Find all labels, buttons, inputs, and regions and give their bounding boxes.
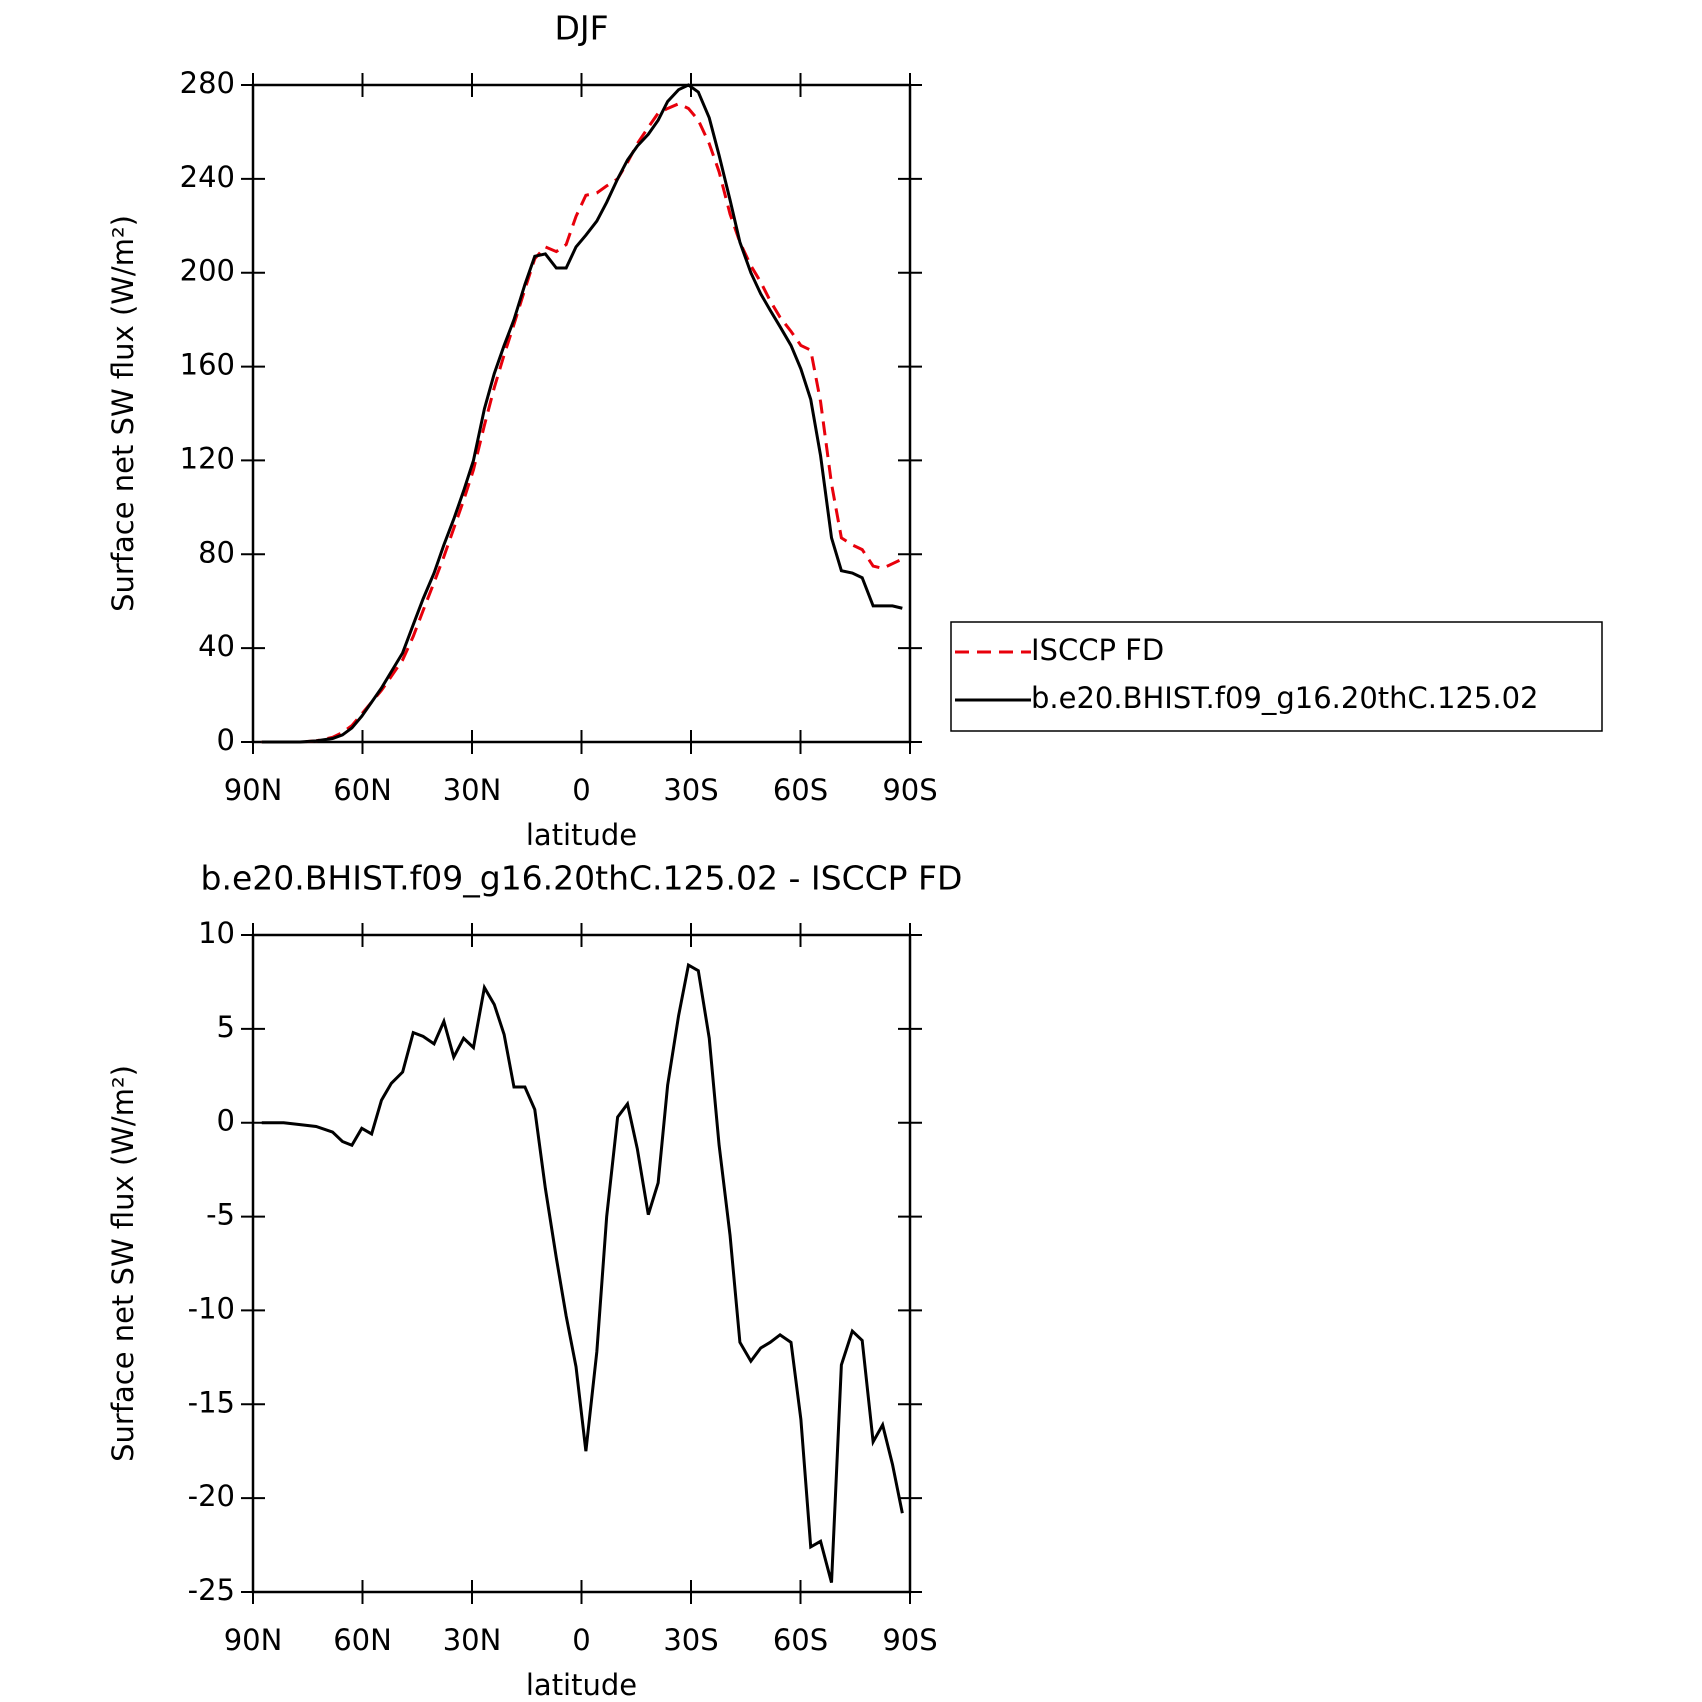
x-tick-label: 0	[572, 1623, 590, 1657]
x-tick-label: 60S	[773, 1623, 828, 1657]
x-tick-label: 90S	[882, 773, 937, 807]
x-tick-label: 90N	[224, 1623, 283, 1657]
x-tick-label: 60N	[333, 1623, 392, 1657]
data-line	[261, 102, 903, 744]
x-tick-label: 30S	[663, 1623, 718, 1657]
chart-title: b.e20.BHIST.f09_g16.20thC.125.02 - ISCCP…	[201, 859, 963, 898]
x-tick-label: 30N	[443, 1623, 502, 1657]
y-tick-label: 0	[217, 1104, 235, 1138]
chart-panel: DJF latitude Surface net SW flux (W/m²) 0 40…	[106, 9, 1603, 852]
y-tick-label: 200	[180, 254, 235, 288]
plot-frame	[251, 83, 912, 744]
x-axis-label: latitude	[526, 1668, 637, 1702]
y-axis-label: Surface net SW flux (W/m²)	[106, 215, 140, 612]
legend-box	[950, 621, 1603, 732]
legend-label: b.e20.BHIST.f09_g16.20thC.125.02	[1031, 681, 1538, 715]
y-tick-label: -20	[188, 1479, 235, 1513]
y-tick-label: -15	[188, 1385, 235, 1419]
y-tick-label: 120	[180, 441, 235, 475]
chart-panel: b.e20.BHIST.f09_g16.20thC.125.02 - ISCCP…	[106, 859, 962, 1702]
y-tick-label: 240	[180, 160, 235, 194]
x-tick-label: 0	[572, 773, 590, 807]
y-tick-label: -5	[206, 1198, 235, 1232]
y-tick-label: -10	[188, 1291, 235, 1325]
y-axis-label: Surface net SW flux (W/m²)	[106, 1065, 140, 1462]
x-tick-label: 30S	[663, 773, 718, 807]
plot-frame	[251, 933, 912, 1594]
x-tick-label: 30N	[443, 773, 502, 807]
y-tick-label: 0	[217, 723, 235, 757]
y-tick-label: 10	[198, 916, 235, 950]
data-line	[261, 962, 904, 1583]
y-tick-label: 5	[217, 1010, 235, 1044]
y-tick-label: -25	[188, 1573, 235, 1607]
x-tick-label: 60S	[773, 773, 828, 807]
y-tick-label: 280	[180, 66, 235, 100]
x-tick-label: 90N	[224, 773, 283, 807]
x-tick-label: 90S	[882, 1623, 937, 1657]
x-tick-label: 60N	[333, 773, 392, 807]
chart-title: DJF	[554, 9, 608, 48]
y-tick-label: 80	[198, 535, 235, 569]
x-axis-label: latitude	[526, 818, 637, 852]
y-tick-label: 160	[180, 348, 235, 382]
legend-label: ISCCP FD	[1031, 633, 1164, 667]
data-line	[261, 83, 903, 744]
y-tick-label: 40	[198, 629, 235, 663]
